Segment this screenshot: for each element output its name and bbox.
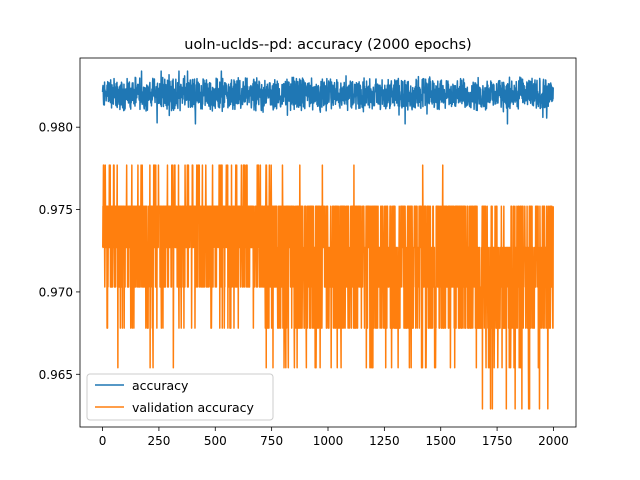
x-axis-ticks: 0 250 500 750 1000 1250 1500 1750 2000 (99, 427, 569, 448)
x-tick-label: 1500 (425, 434, 456, 448)
y-tick-label: 0.965 (39, 368, 73, 382)
x-tick-label: 1000 (313, 434, 344, 448)
series-line-validation-accuracy (102, 164, 554, 410)
y-tick-label: 0.980 (39, 121, 73, 135)
x-tick-label: 1750 (482, 434, 513, 448)
legend-label-validation-accuracy: validation accuracy (132, 400, 255, 415)
x-tick-label: 250 (147, 434, 170, 448)
x-tick-label: 2000 (538, 434, 569, 448)
y-tick-label: 0.970 (39, 285, 73, 299)
x-tick-label: 750 (260, 434, 283, 448)
x-tick-label: 1250 (369, 434, 400, 448)
plot-lines (101, 70, 554, 410)
series-line-accuracy (101, 70, 554, 125)
y-tick-label: 0.975 (39, 203, 73, 217)
y-axis-ticks: 0.965 0.970 0.975 0.980 (39, 121, 80, 382)
chart-title: uoln-uclds--pd: accuracy (2000 epochs) (184, 37, 471, 53)
legend-box (86, 373, 274, 421)
x-tick-label: 0 (99, 434, 107, 448)
legend-label-accuracy: accuracy (132, 378, 189, 393)
legend: accuracy validation accuracy (86, 373, 274, 421)
x-tick-label: 500 (204, 434, 227, 448)
